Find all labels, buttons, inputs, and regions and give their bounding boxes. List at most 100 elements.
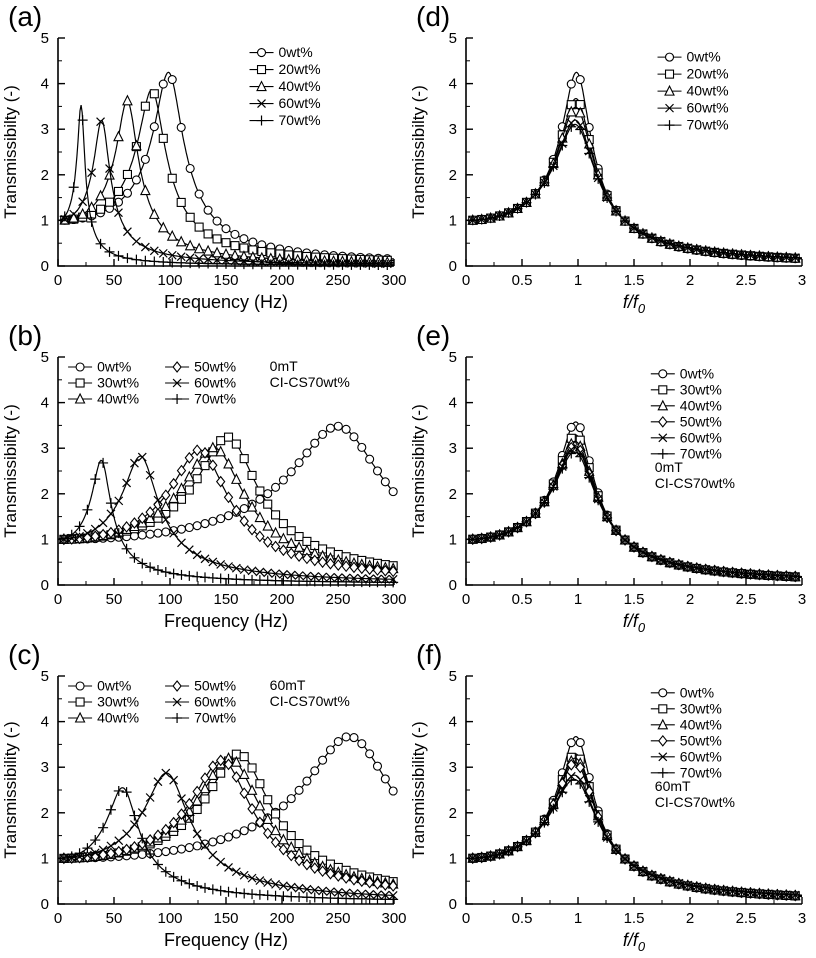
svg-text:1: 1	[449, 212, 457, 229]
svg-text:1.5: 1.5	[624, 910, 645, 927]
svg-text:20wt%: 20wt%	[687, 66, 729, 82]
svg-text:300: 300	[381, 591, 406, 608]
svg-text:40wt%: 40wt%	[687, 83, 729, 99]
svg-text:0wt%: 0wt%	[680, 684, 714, 700]
svg-text:50wt%: 50wt%	[194, 678, 236, 694]
svg-text:5: 5	[449, 349, 457, 366]
svg-text:3: 3	[798, 910, 806, 927]
svg-text:0: 0	[449, 896, 457, 913]
chart-f: 0 0.5 1 1.5 2 2.5 3 0 1 2 3 4 5 f/f0 Transmissibility …	[408, 666, 816, 954]
svg-text:150: 150	[213, 591, 238, 608]
svg-text:50: 50	[106, 910, 123, 927]
svg-text:0wt%: 0wt%	[687, 49, 721, 65]
panel-label-f: (f)	[416, 639, 443, 670]
svg-text:250: 250	[325, 910, 350, 927]
svg-text:50wt%: 50wt%	[680, 413, 722, 429]
svg-text:50wt%: 50wt%	[194, 359, 236, 375]
chart-d: 0 0.5 1 1.5 2 2.5 3 0 1 2 3 4 5 f/f0 Transmissibilty (…	[408, 28, 816, 316]
svg-text:1: 1	[449, 531, 457, 548]
svg-text:70wt%: 70wt%	[680, 445, 722, 461]
panel-label-b: (b)	[8, 320, 43, 351]
svg-text:2: 2	[41, 167, 49, 184]
svg-text:4: 4	[449, 395, 457, 412]
svg-text:40wt%: 40wt%	[97, 710, 139, 726]
svg-text:0wt%: 0wt%	[97, 359, 131, 375]
svg-text:0: 0	[449, 577, 457, 594]
svg-text:2: 2	[449, 167, 457, 184]
svg-text:250: 250	[325, 591, 350, 608]
svg-text:300: 300	[381, 910, 406, 927]
svg-text:4: 4	[41, 395, 49, 412]
svg-text:60mT: 60mT	[270, 677, 306, 693]
svg-text:4: 4	[449, 76, 457, 93]
svg-text:70wt%: 70wt%	[194, 391, 236, 407]
svg-text:Transmissibilty (-): Transmissibilty (-)	[409, 404, 428, 537]
svg-text:60wt%: 60wt%	[194, 694, 236, 710]
svg-text:100: 100	[157, 910, 182, 927]
svg-text:50: 50	[106, 272, 123, 289]
svg-text:0.5: 0.5	[512, 910, 533, 927]
svg-text:Transmissibilty (-): Transmissibilty (-)	[1, 85, 20, 218]
panel-label-e: (e)	[416, 320, 451, 351]
svg-text:0wt%: 0wt%	[279, 44, 313, 60]
svg-text:0: 0	[54, 910, 62, 927]
svg-text:CI-CS70wt%: CI-CS70wt%	[655, 794, 735, 810]
panel-d: (d) 0 0.5 1 1.5 2 2.5 3 0 1 2 3 4 5 f/f0 Transmissibil…	[408, 0, 816, 319]
panel-e: (e) 0 0.5 1 1.5 2 2.5 3 0 1 2 3 4 5 f/f0 Transmissibil…	[408, 319, 816, 638]
svg-text:5: 5	[449, 668, 457, 685]
svg-text:30wt%: 30wt%	[680, 381, 722, 397]
svg-text:60wt%: 60wt%	[680, 429, 722, 445]
svg-text:1: 1	[574, 591, 582, 608]
svg-text:0: 0	[462, 910, 470, 927]
svg-text:0: 0	[54, 591, 62, 608]
svg-text:CI-CS70wt%: CI-CS70wt%	[270, 374, 350, 390]
svg-text:250: 250	[325, 272, 350, 289]
svg-text:0mT: 0mT	[270, 358, 298, 374]
svg-text:1.5: 1.5	[624, 591, 645, 608]
svg-text:30wt%: 30wt%	[97, 694, 139, 710]
svg-text:20wt%: 20wt%	[279, 61, 321, 77]
svg-text:3: 3	[449, 440, 457, 457]
svg-text:30wt%: 30wt%	[97, 375, 139, 391]
svg-text:150: 150	[213, 910, 238, 927]
svg-text:0: 0	[462, 591, 470, 608]
svg-text:Transmissibility (-): Transmissibility (-)	[1, 721, 20, 858]
svg-text:0: 0	[462, 272, 470, 289]
svg-text:2: 2	[41, 486, 49, 503]
panel-b: (b) 0 50 100 150 200 250 300 0 1 2 3 4 5 Frequency (H…	[0, 319, 408, 638]
svg-text:3: 3	[41, 759, 49, 776]
svg-text:150: 150	[213, 272, 238, 289]
svg-text:0: 0	[449, 258, 457, 275]
svg-text:Transmissibility (-): Transmissibility (-)	[409, 721, 428, 858]
svg-text:60mT: 60mT	[655, 778, 691, 794]
panel-label-c: (c)	[8, 639, 41, 670]
svg-text:2: 2	[686, 910, 694, 927]
svg-text:200: 200	[269, 910, 294, 927]
svg-text:2.5: 2.5	[736, 591, 757, 608]
svg-text:5: 5	[41, 349, 49, 366]
panel-c: (c) 0 50 100 150 200 250 300 0 1 2 3 4 5 Frequency (H…	[0, 638, 408, 958]
svg-text:0: 0	[41, 258, 49, 275]
chart-a: 0 50 100 150 200 250 300 0 1 2 3 4 5 Frequency (Hz) Tr…	[0, 28, 408, 316]
svg-text:60wt%: 60wt%	[687, 100, 729, 116]
svg-text:0: 0	[41, 577, 49, 594]
svg-text:3: 3	[798, 591, 806, 608]
svg-text:0wt%: 0wt%	[97, 678, 131, 694]
svg-text:70wt%: 70wt%	[279, 112, 321, 128]
svg-text:60wt%: 60wt%	[279, 95, 321, 111]
panel-label-d: (d)	[416, 1, 451, 32]
svg-text:30wt%: 30wt%	[680, 700, 722, 716]
svg-text:0wt%: 0wt%	[680, 365, 714, 381]
svg-text:50: 50	[106, 591, 123, 608]
svg-text:Frequency (Hz): Frequency (Hz)	[164, 930, 288, 950]
svg-text:Frequency (Hz): Frequency (Hz)	[164, 292, 288, 312]
svg-text:Frequency (Hz): Frequency (Hz)	[164, 611, 288, 631]
svg-text:CI-CS70wt%: CI-CS70wt%	[270, 693, 350, 709]
svg-text:4: 4	[41, 714, 49, 731]
svg-text:2.5: 2.5	[736, 910, 757, 927]
svg-text:2.5: 2.5	[736, 272, 757, 289]
svg-text:70wt%: 70wt%	[194, 710, 236, 726]
svg-text:4: 4	[449, 714, 457, 731]
svg-text:3: 3	[41, 440, 49, 457]
